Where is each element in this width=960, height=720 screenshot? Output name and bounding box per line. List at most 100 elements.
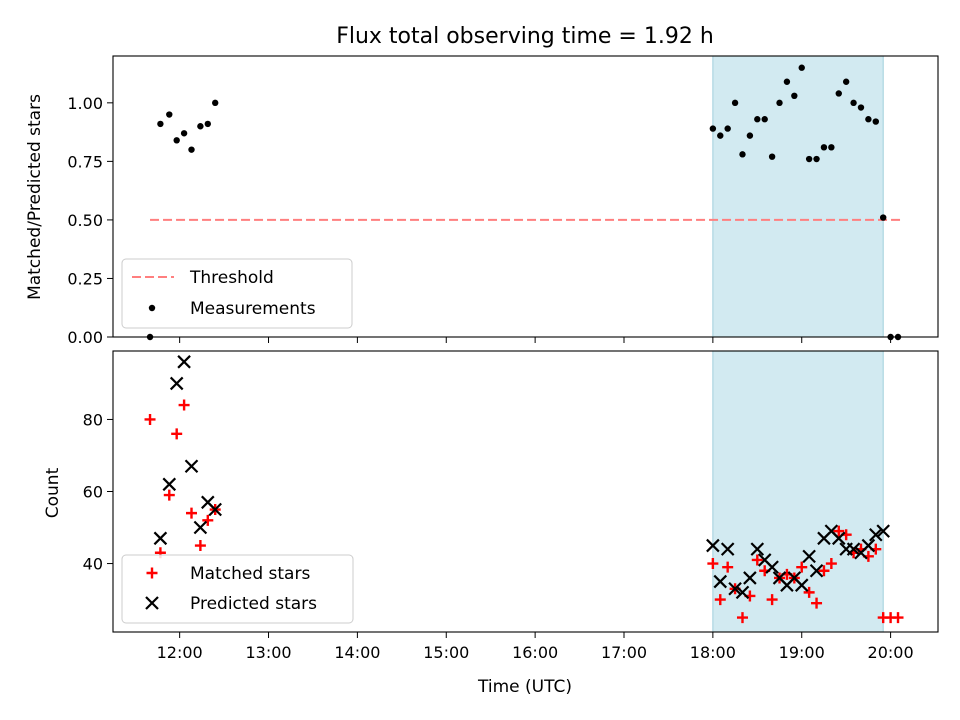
legend-matched-swatch [146, 567, 158, 579]
x-tick-label: 15:00 [423, 643, 469, 662]
measurement-point [850, 99, 857, 107]
matched-star-marker [194, 540, 206, 552]
measurement-point [857, 104, 865, 111]
predicted-star-marker [177, 355, 191, 369]
x-axis-label: Time (UTC) [477, 677, 572, 697]
matched-star-marker [736, 612, 748, 624]
x-tick-label: 19:00 [779, 643, 825, 662]
predicted-star-marker [861, 538, 876, 553]
x-tick-label: 16:00 [512, 643, 558, 662]
measurement-point [768, 153, 776, 160]
predicted-star-marker [184, 459, 199, 474]
legend-predicted-swatch [145, 596, 159, 610]
matched-star-marker [714, 594, 726, 606]
predicted-star-marker [876, 524, 890, 538]
measurement-point [835, 90, 842, 97]
x-tick-label: 18:00 [690, 643, 736, 662]
predicted-star-marker [162, 477, 177, 492]
matched-star-marker [811, 597, 823, 609]
count-shaded-span [712, 351, 884, 632]
predicted-star-marker [765, 560, 779, 574]
matched-star-marker [766, 594, 778, 606]
matched-star-marker [751, 554, 763, 566]
x-tick-label: 17:00 [601, 643, 647, 662]
measurement-point [188, 146, 195, 153]
count-y-axis-label: Count [43, 467, 63, 518]
ratio-panel: 0.00 0.25 0.50 0.75 1.00 Matched/Predicted s… [25, 55, 939, 347]
measurement-point [211, 99, 219, 107]
predicted-star-marker [750, 542, 765, 556]
predicted-star-marker [846, 542, 861, 556]
predicted-star-marker [193, 520, 208, 535]
matched-star-marker [144, 413, 156, 425]
measurement-point [731, 99, 739, 107]
predicted-star-marker [169, 376, 184, 391]
measurement-point [173, 137, 180, 144]
predicted-star-marker [208, 502, 222, 517]
ratio-shaded-span [712, 56, 884, 337]
predicted-star-marker [713, 574, 728, 589]
measurement-point [798, 64, 805, 71]
measurement-point [872, 118, 879, 125]
legend-threshold-label: Threshold [189, 268, 274, 288]
x-tick-label: 13:00 [245, 643, 291, 662]
measurement-point [828, 144, 835, 151]
ratio-y-tick-label: 1.00 [67, 94, 103, 113]
measurement-point [724, 125, 731, 132]
legend-measurement-swatch [148, 304, 156, 312]
x-tick-label: 12:00 [157, 643, 203, 662]
count-legend-box [121, 554, 354, 624]
measurement-point [865, 116, 872, 123]
measurement-point [783, 78, 791, 85]
measurement-point [166, 111, 173, 118]
matched-star-marker [803, 586, 815, 598]
ratio-legend-box [121, 258, 353, 329]
predicted-star-marker [809, 563, 824, 578]
matched-star-marker [818, 565, 830, 577]
count-y-tick-label: 60 [83, 483, 103, 502]
count-legend: Matched stars Predicted stars [121, 554, 354, 624]
matched-star-marker [171, 428, 183, 440]
matched-star-marker [202, 514, 214, 526]
ratio-y-tick-label: 0.75 [67, 152, 103, 171]
count-panel-frame [112, 350, 939, 633]
matched-star-marker [833, 525, 845, 537]
matched-star-marker [825, 558, 837, 570]
measurement-point [754, 116, 761, 123]
legend-matched-label: Matched stars [190, 564, 310, 584]
ratio-y-tick-label: 0.25 [67, 269, 103, 288]
matched-star-marker [796, 561, 808, 573]
measurement-point [813, 155, 820, 163]
legend-predicted-label: Predicted stars [190, 594, 317, 614]
measurement-point [746, 132, 754, 139]
matched-star-marker [892, 612, 904, 624]
predicted-star-marker [720, 542, 735, 556]
ratio-y-axis-label: Matched/Predicted stars [25, 94, 45, 300]
legend-measurement-label: Measurements [190, 299, 316, 319]
measurement-point [842, 78, 850, 85]
predicted-star-marker [728, 581, 742, 596]
measurement-point [739, 151, 746, 158]
measurement-point [805, 155, 813, 163]
matched-star-marker [186, 507, 198, 519]
measurement-point [709, 125, 717, 132]
measurement-point [197, 123, 204, 130]
predicted-star-marker [869, 527, 883, 542]
chart-title: Flux total observing time = 1.92 h [336, 24, 714, 49]
ratio-panel-frame [112, 55, 939, 338]
predicted-star-marker [794, 578, 809, 592]
count-y-tick-label: 80 [83, 410, 103, 429]
measurement-point [879, 214, 887, 221]
x-tick-label: 20:00 [868, 643, 914, 662]
predicted-star-marker [802, 549, 816, 564]
ratio-legend: Threshold Measurements [121, 258, 353, 329]
matched-star-marker [722, 561, 734, 573]
measurement-point [820, 144, 828, 151]
predicted-star-marker [831, 531, 846, 546]
x-tick-label: 14:00 [334, 643, 380, 662]
measurement-point [791, 92, 798, 100]
measurement-point [761, 116, 768, 123]
predicted-star-marker [153, 531, 168, 546]
predicted-star-marker [735, 585, 750, 600]
count-panel: 12:00 13:00 14:00 15:00 16:00 17:00 18:00 19:00… [43, 350, 939, 697]
